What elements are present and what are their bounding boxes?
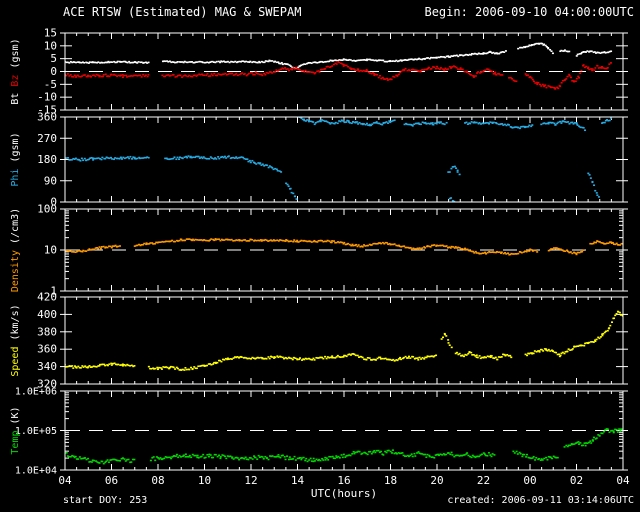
- y-tick-label: 270: [37, 132, 57, 145]
- x-tick-label: 18: [384, 474, 397, 487]
- panel-speed: 420 400 380 360 340 320 Speed (km/s): [10, 291, 628, 391]
- y-tick-label: 0: [50, 196, 57, 209]
- y-tick-label: -15: [37, 104, 57, 117]
- y-axis-label-mag: Bt Bz (gsm): [10, 38, 21, 104]
- x-tick-label: 20: [430, 474, 443, 487]
- y-tick-label: 90: [44, 174, 57, 187]
- y-tick-label: 1.0E+05: [15, 426, 57, 437]
- y-tick-label: 1: [50, 285, 57, 298]
- panel-frame: [64, 208, 624, 292]
- y-axis-label-phi: Phi (gsm): [10, 132, 21, 186]
- panel-temp: 1.0E+06 1.0E+05 1.0E+04 Temp (K): [10, 387, 628, 477]
- created-timestamp: created: 2006-09-11 03:14:06UTC: [447, 495, 634, 506]
- mag-series: [65, 42, 613, 90]
- x-tick-label: 14: [291, 474, 305, 487]
- y-tick-label: 15: [44, 27, 57, 40]
- y-tick-label: 0: [50, 65, 57, 78]
- x-tick-label: 08: [151, 474, 164, 487]
- y-tick-label: 340: [37, 360, 57, 373]
- y-tick-label: 100: [37, 203, 57, 216]
- panel-frame: [64, 32, 624, 111]
- y-tick-label: 5: [50, 52, 57, 65]
- panel-frame: [64, 296, 624, 385]
- speed-series: [65, 310, 623, 371]
- panel-phi: 360 270 180 90 0 Phi (gsm): [10, 111, 628, 209]
- x-tick-label: 02: [570, 474, 583, 487]
- x-tick-label: 22: [477, 474, 490, 487]
- y-axis-label-temp: Temp (K): [10, 406, 21, 454]
- panel-density: 100 10 1 Density (/cm3): [10, 203, 628, 298]
- panel-frame: [64, 116, 624, 203]
- y-tick-label: 360: [37, 111, 57, 124]
- start-doy-label: start DOY: 253: [63, 495, 148, 506]
- y-tick-label: 420: [37, 291, 57, 304]
- x-tick-label: 12: [244, 474, 257, 487]
- x-tick-label: 10: [198, 474, 211, 487]
- page-title: ACE RTSW (Estimated) MAG & SWEPAM: [63, 5, 302, 19]
- x-tick-label: 04: [58, 474, 72, 487]
- x-axis-label: UTC(hours): [311, 487, 377, 500]
- y-tick-label: 320: [37, 378, 57, 391]
- temp-series: [65, 428, 623, 465]
- x-tick-label: 00: [523, 474, 536, 487]
- y-tick-label: -10: [37, 91, 57, 104]
- y-tick-label: 10: [44, 244, 57, 257]
- panel-frame: [64, 390, 624, 471]
- y-axis-label-speed: Speed (km/s): [10, 304, 21, 376]
- density-series: [65, 238, 623, 256]
- y-tick-label: 400: [37, 308, 57, 321]
- y-axis-label-density: Density (/cm3): [10, 208, 21, 292]
- begin-timestamp: Begin: 2006-09-10 04:00:00UTC: [424, 5, 634, 19]
- phi-series: [65, 117, 613, 202]
- y-tick-label: 10: [44, 39, 57, 52]
- y-tick-label: 180: [37, 153, 57, 166]
- y-tick-label: 360: [37, 343, 57, 356]
- y-tick-label: 1.0E+06: [15, 387, 57, 398]
- x-tick-label: 16: [337, 474, 350, 487]
- y-tick-label: -5: [44, 78, 57, 91]
- x-tick-label: 06: [105, 474, 118, 487]
- y-tick-label: 380: [37, 325, 57, 338]
- x-tick-label: 04: [616, 474, 630, 487]
- y-tick-label: 1.0E+04: [15, 466, 57, 477]
